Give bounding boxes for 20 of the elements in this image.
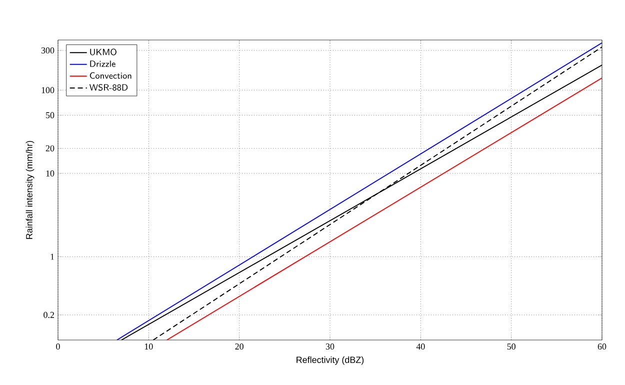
y-tick-label: 10 xyxy=(46,170,54,176)
legend-label: WSR-88D xyxy=(89,84,128,91)
x-tick-label: 40 xyxy=(416,344,425,350)
y-tick-label: 300 xyxy=(41,47,54,54)
x-tick-label: 60 xyxy=(598,344,606,350)
legend-label: Convection xyxy=(90,72,132,79)
x-tick-label: 50 xyxy=(507,344,516,350)
x-tick-label: 0 xyxy=(56,344,60,350)
y-axis-title: Rainfall intensity (mm/hr) xyxy=(26,140,34,239)
y-tick-label: 100 xyxy=(42,87,54,94)
y-tick-label: 0.2 xyxy=(44,312,54,318)
y-tick-label: 1 xyxy=(50,254,54,260)
x-tick-label: 20 xyxy=(235,344,244,350)
y-tick-label: 20 xyxy=(46,145,54,152)
legend-label: Drizzle xyxy=(90,60,116,67)
y-tick-label: 50 xyxy=(46,112,54,118)
x-tick-label: 10 xyxy=(144,344,153,350)
x-axis-title: Reflectivity (dBZ) xyxy=(296,356,364,365)
legend-label: UKMO xyxy=(90,48,116,56)
x-tick-label: 30 xyxy=(326,344,334,350)
